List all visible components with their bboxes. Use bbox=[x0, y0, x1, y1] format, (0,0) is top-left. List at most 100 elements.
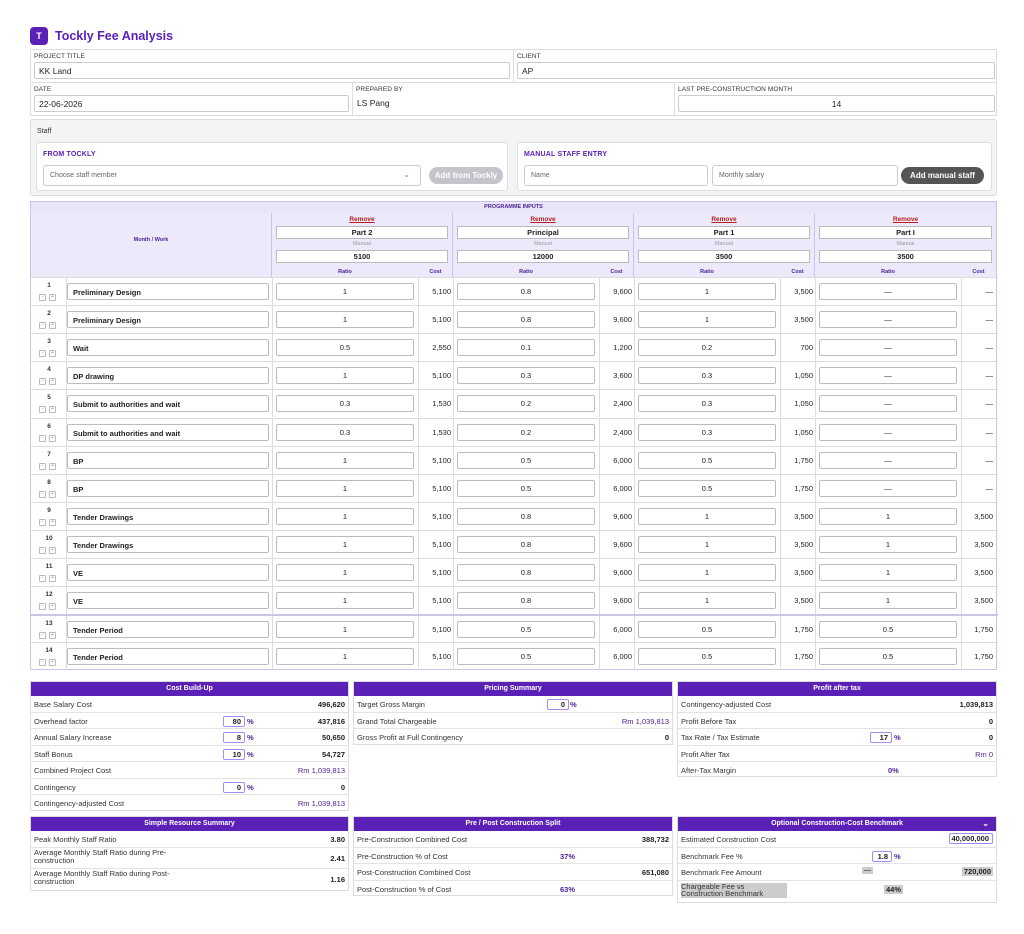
ratio-input[interactable]: 0.5 bbox=[457, 648, 595, 666]
task-input[interactable]: BP bbox=[67, 479, 269, 497]
ratio-input[interactable]: 1 bbox=[819, 535, 957, 553]
move-up-icon[interactable]: - bbox=[39, 462, 46, 470]
add-from-tockly-button[interactable]: Add from Tockly bbox=[429, 167, 503, 184]
ratio-input[interactable]: 0.3 bbox=[276, 423, 414, 441]
ratio-input[interactable]: 1 bbox=[276, 535, 414, 553]
ratio-input[interactable]: 0.5 bbox=[638, 451, 776, 469]
move-down-icon[interactable]: + bbox=[49, 434, 56, 442]
client-input[interactable]: AP bbox=[517, 62, 995, 79]
monthly-salary-input[interactable]: Monthly salary bbox=[712, 165, 898, 186]
staff-salary-field[interactable]: 12000 bbox=[457, 250, 629, 263]
ratio-input[interactable]: 1 bbox=[276, 283, 414, 300]
ratio-input[interactable]: 0.5 bbox=[638, 621, 776, 639]
move-up-icon[interactable]: - bbox=[39, 546, 46, 554]
move-down-icon[interactable]: + bbox=[49, 350, 56, 358]
move-down-icon[interactable]: + bbox=[49, 603, 56, 611]
ratio-input[interactable]: — bbox=[819, 367, 957, 385]
move-down-icon[interactable]: + bbox=[49, 546, 56, 554]
add-manual-staff-button[interactable]: Add manual staff bbox=[901, 167, 984, 184]
ratio-input[interactable]: — bbox=[819, 451, 957, 469]
move-down-icon[interactable]: + bbox=[49, 490, 56, 498]
move-up-icon[interactable]: - bbox=[39, 490, 46, 498]
ratio-input[interactable]: 0.5 bbox=[457, 621, 595, 639]
ratio-input[interactable]: 0.8 bbox=[457, 283, 595, 300]
ratio-input[interactable]: 0.3 bbox=[638, 395, 776, 413]
ratio-input[interactable]: 1 bbox=[276, 451, 414, 469]
ratio-input[interactable]: 1 bbox=[276, 648, 414, 666]
ratio-input[interactable]: 0.1 bbox=[457, 339, 595, 357]
move-down-icon[interactable]: + bbox=[49, 659, 56, 667]
ratio-input[interactable]: 1 bbox=[638, 564, 776, 581]
move-down-icon[interactable]: + bbox=[49, 294, 56, 301]
benchmark-fee-input[interactable]: 1.8 bbox=[872, 850, 892, 862]
staff-name-field[interactable]: Principal bbox=[457, 226, 629, 239]
ratio-input[interactable]: 0.8 bbox=[457, 507, 595, 525]
ratio-input[interactable]: 1 bbox=[638, 535, 776, 553]
ratio-input[interactable]: 0.3 bbox=[638, 367, 776, 385]
ratio-input[interactable]: — bbox=[819, 339, 957, 357]
ratio-input[interactable]: 0.5 bbox=[638, 479, 776, 497]
staff-salary-field[interactable]: 5100 bbox=[276, 250, 448, 263]
task-input[interactable]: Submit to authorities and wait bbox=[67, 395, 269, 413]
ratio-input[interactable]: — bbox=[819, 283, 957, 300]
task-input[interactable]: Tender Drawings bbox=[67, 507, 269, 525]
prepared-by-input[interactable]: LS Pang bbox=[357, 98, 390, 108]
ratio-input[interactable]: 0.3 bbox=[638, 423, 776, 441]
ratio-input[interactable]: — bbox=[819, 423, 957, 441]
move-up-icon[interactable]: - bbox=[39, 518, 46, 526]
task-input[interactable]: Tender Drawings bbox=[67, 535, 269, 553]
ratio-input[interactable]: 1 bbox=[276, 367, 414, 385]
last-month-input[interactable]: 14 bbox=[678, 95, 995, 112]
move-up-icon[interactable]: - bbox=[39, 350, 46, 358]
project-title-input[interactable]: KK Land bbox=[34, 62, 510, 79]
ratio-input[interactable]: 1 bbox=[276, 564, 414, 581]
move-up-icon[interactable]: - bbox=[39, 603, 46, 611]
ratio-input[interactable]: 1 bbox=[638, 283, 776, 300]
ratio-input[interactable]: 0.2 bbox=[638, 339, 776, 357]
ratio-input[interactable]: 0.5 bbox=[819, 621, 957, 639]
ratio-input[interactable]: 1 bbox=[819, 507, 957, 525]
ratio-input[interactable]: 0.5 bbox=[457, 451, 595, 469]
move-up-icon[interactable]: - bbox=[39, 322, 46, 330]
move-up-icon[interactable]: - bbox=[39, 378, 46, 386]
remove-staff-link[interactable]: Remove bbox=[892, 216, 919, 223]
benchmark-title[interactable]: Optional Construction-Cost Benchmark ⌄ bbox=[678, 817, 996, 831]
est-cost-input[interactable]: 40,000,000 bbox=[949, 833, 993, 844]
staff-name-field[interactable]: Part 2 bbox=[276, 226, 448, 239]
ratio-input[interactable]: 0.3 bbox=[457, 367, 595, 385]
remove-staff-link[interactable]: Remove bbox=[530, 216, 556, 223]
date-input[interactable]: 22-06-2026 bbox=[34, 95, 349, 112]
ratio-input[interactable]: 0.5 bbox=[276, 339, 414, 357]
ratio-input[interactable]: 0.8 bbox=[457, 311, 595, 329]
ratio-input[interactable]: 0.3 bbox=[276, 395, 414, 413]
ratio-input[interactable]: 1 bbox=[638, 592, 776, 610]
tax-rate-input[interactable]: 17 bbox=[870, 732, 892, 743]
ratio-input[interactable]: 0.5 bbox=[457, 479, 595, 497]
move-down-icon[interactable]: + bbox=[49, 378, 56, 386]
move-down-icon[interactable]: + bbox=[49, 518, 56, 526]
staff-name-field[interactable]: Part 1 bbox=[638, 226, 810, 239]
move-up-icon[interactable]: - bbox=[39, 294, 46, 301]
task-input[interactable]: Tender Period bbox=[67, 648, 269, 666]
move-up-icon[interactable]: - bbox=[39, 659, 46, 667]
ratio-input[interactable]: 0.5 bbox=[819, 648, 957, 666]
task-input[interactable]: Preliminary Design bbox=[67, 311, 269, 329]
chevron-down-icon[interactable]: ⌄ bbox=[982, 819, 989, 828]
staff-salary-field[interactable]: 3500 bbox=[638, 250, 810, 263]
task-input[interactable]: DP drawing bbox=[67, 367, 269, 385]
ratio-input[interactable]: 1 bbox=[276, 592, 414, 610]
task-input[interactable]: Submit to authorities and wait bbox=[67, 423, 269, 441]
task-input[interactable]: VE bbox=[67, 592, 269, 610]
ratio-input[interactable]: 1 bbox=[276, 311, 414, 329]
ratio-input[interactable]: 1 bbox=[819, 564, 957, 581]
task-input[interactable]: Wait bbox=[67, 339, 269, 357]
move-down-icon[interactable]: + bbox=[49, 575, 56, 582]
ratio-input[interactable]: 0.8 bbox=[457, 535, 595, 553]
task-input[interactable]: Tender Period bbox=[67, 621, 269, 639]
ratio-input[interactable]: 1 bbox=[276, 507, 414, 525]
staff-name-field[interactable]: Part I bbox=[819, 226, 992, 239]
move-down-icon[interactable]: + bbox=[49, 322, 56, 330]
ratio-input[interactable]: 1 bbox=[638, 507, 776, 525]
move-up-icon[interactable]: - bbox=[39, 406, 46, 414]
move-down-icon[interactable]: + bbox=[49, 406, 56, 414]
